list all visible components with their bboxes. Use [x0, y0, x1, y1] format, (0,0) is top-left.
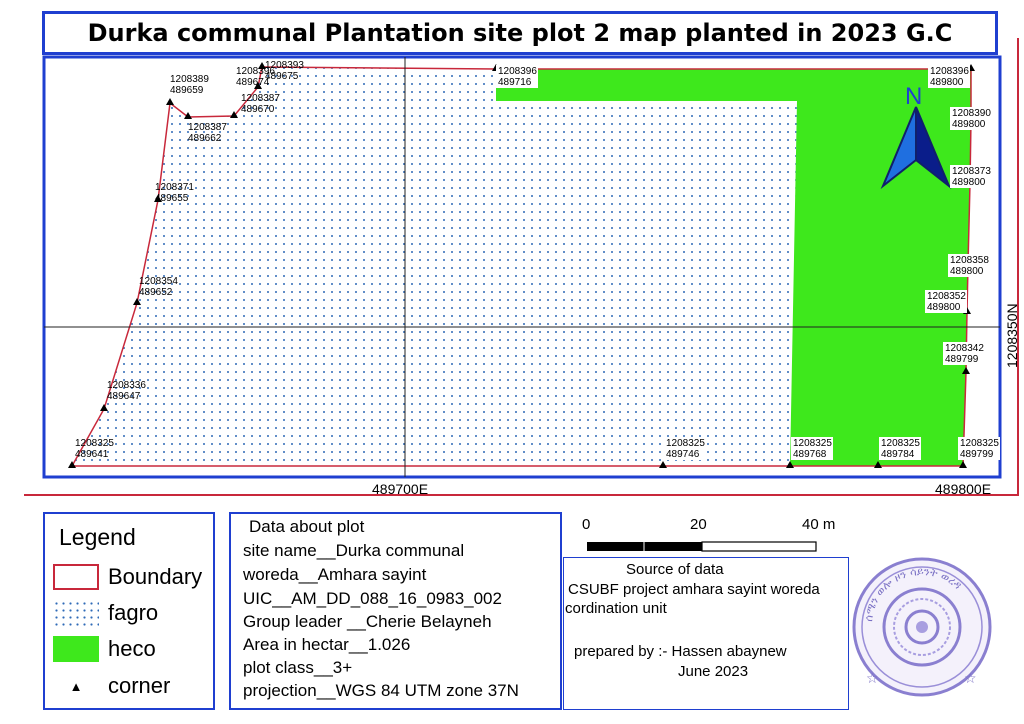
corner-marker-icon: [659, 461, 667, 468]
svg-text:☆: ☆: [964, 671, 977, 687]
official-stamp: ሰሜን ወሎ ዞን ሳይንት ወረዳ ☆ ☆: [852, 557, 992, 697]
corner-coordinate-label: 1208325 489746: [666, 438, 705, 460]
corner-coordinate-label: 1208342 489799: [945, 343, 984, 365]
prepared-date: June 2023: [678, 663, 749, 680]
plot-data-line: UIC__AM_DD_088_16_0983_002: [243, 589, 502, 608]
source-line2: cordination unit: [565, 600, 667, 617]
legend-title: Legend: [59, 524, 136, 550]
plot-data-line: woreda__Amhara sayint: [243, 565, 427, 584]
source-line1: CSUBF project amhara sayint woreda: [568, 581, 820, 598]
map-title: Durka communal Plantation site plot 2 ma…: [87, 19, 953, 47]
north-arrow-icon: N: [880, 83, 952, 190]
legend-item-boundary: Boundary: [53, 562, 213, 592]
corner-label-background: [928, 65, 970, 88]
corner-marker-icon: [786, 461, 794, 468]
grid-label-x-left: 489700E: [372, 481, 428, 497]
corner-coordinate-label: 1208393 489675: [265, 60, 304, 82]
corner-coordinate-label: 1208396 489674: [236, 66, 275, 88]
corner-coordinate-label: 1208387 489670: [241, 93, 280, 115]
plot-data-line: plot class__3+: [243, 658, 353, 677]
legend-item-corner: ▲ corner: [53, 671, 213, 701]
plot-data-line: Group leader __Cherie Belayneh: [243, 612, 492, 631]
legend-item-fagro: fagro: [53, 598, 213, 628]
scale-bar: 0 20 40 m: [578, 515, 848, 555]
corner-coordinate-label: 1208325 489784: [881, 438, 920, 460]
legend-label-fagro: fagro: [108, 600, 159, 625]
map-title-box: Durka communal Plantation site plot 2 ma…: [42, 11, 998, 55]
corner-marker-icon: [154, 195, 162, 202]
corner-marker-icon: [258, 62, 266, 69]
corner-label-background: [879, 437, 921, 460]
corner-coordinate-label: 1208358 489800: [950, 255, 989, 277]
plot-boundary: [71, 66, 972, 467]
corner-coordinate-label: 1208325 489641: [75, 438, 114, 460]
corner-coordinate-label: 1208389 489659: [170, 74, 209, 96]
corner-marker-icon: [133, 298, 141, 305]
corner-marker-icon: [166, 98, 174, 105]
corner-marker-icon: [230, 111, 238, 118]
corner-marker-icon: [874, 461, 882, 468]
corner-marker-icon: [68, 461, 76, 468]
plot-data-heading: Data about plot: [249, 517, 365, 536]
corner-marker-icon: [184, 112, 192, 119]
legend-item-heco: heco: [53, 634, 213, 664]
corner-points: 1208325 489641 1208336 489647 1208354 489652 1…: [68, 60, 1000, 468]
corner-label-background: [791, 437, 833, 460]
grid-label-x-right: 489800E: [935, 481, 991, 497]
corner-label-background: [950, 165, 992, 188]
corner-coordinate-label: 1208325 489799: [960, 438, 999, 460]
green-swatch: [53, 636, 99, 662]
corner-coordinate-label: 1208390 489800: [952, 108, 991, 130]
legend-label-corner: corner: [108, 673, 171, 698]
corner-coordinate-label: 1208387 489662: [188, 122, 227, 144]
heco-area: [496, 69, 971, 466]
scale-bar-graphic: [587, 541, 817, 552]
legend-panel: Legend Boundary fagro heco ▲ corner: [43, 512, 215, 710]
north-label: N: [905, 83, 922, 110]
corner-coordinate-label: 1208396 489800: [930, 66, 969, 88]
scale-label-20: 20: [690, 516, 707, 533]
corner-coordinate-label: 1208371 489655: [155, 182, 194, 204]
corner-label-background: [925, 290, 967, 313]
svg-text:☆: ☆: [866, 671, 879, 687]
scale-label-0: 0: [582, 516, 591, 533]
prepared-by: prepared by :- Hassen abaynew: [574, 643, 787, 660]
source-heading: Source of data: [626, 561, 724, 578]
corner-coordinate-label: 1208396 489716: [498, 66, 537, 88]
boundary-swatch: [53, 564, 99, 590]
map-canvas: N 489700E 489800E 1208350N 1208325 489641…: [24, 38, 1020, 497]
plot-data-line: projection__WGS 84 UTM zone 37N: [243, 681, 519, 700]
corner-label-background: [958, 437, 1000, 460]
corner-marker-icon: [100, 404, 108, 411]
dotted-swatch: [53, 600, 99, 626]
corner-label-background: [943, 342, 985, 365]
grid-label-y-right: 1208350N: [1004, 303, 1020, 368]
corner-label-background: [664, 437, 706, 460]
legend-label-heco: heco: [108, 636, 156, 661]
corner-marker-icon: [959, 461, 967, 468]
source-panel: Source of data CSUBF project amhara sayi…: [563, 557, 849, 710]
plot-data-line: Area in hectar__1.026: [243, 635, 411, 654]
corner-label-background: [950, 107, 992, 130]
corner-label-background: [948, 254, 990, 277]
plot-data-line: site name__Durka communal: [243, 541, 465, 560]
legend-label-boundary: Boundary: [108, 564, 203, 589]
corner-coordinate-label: 1208336 489647: [107, 380, 146, 402]
fagro-area: [72, 67, 797, 466]
plot-data-panel: Data about plot site name__Durka communa…: [229, 512, 562, 710]
corner-label-background: [496, 65, 538, 88]
triangle-marker-icon: ▲: [69, 678, 83, 694]
corner-coordinate-label: 1208354 489652: [139, 276, 178, 298]
corner-marker-icon: [254, 82, 262, 89]
corner-coordinate-label: 1208352 489800: [927, 291, 966, 313]
corner-coordinate-label: 1208325 489768: [793, 438, 832, 460]
corner-coordinate-label: 1208373 489800: [952, 166, 991, 188]
scale-label-40: 40 m: [802, 516, 836, 533]
corner-marker-icon: [962, 367, 970, 374]
